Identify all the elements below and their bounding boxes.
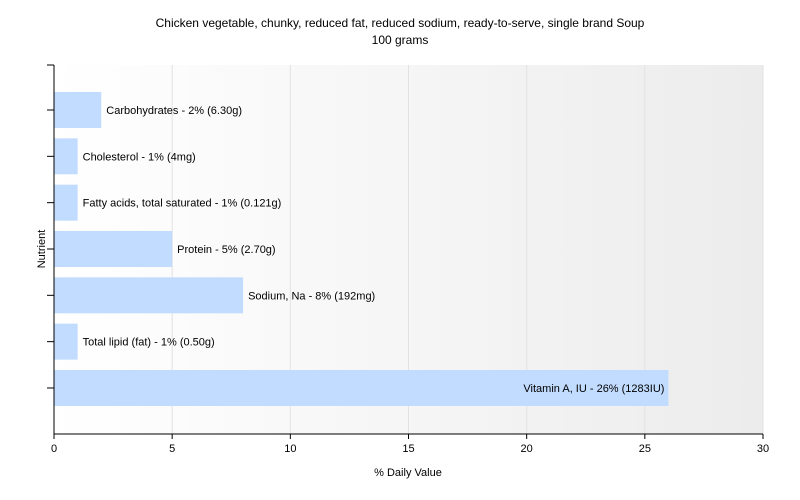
- bar: [54, 277, 244, 314]
- bar-label: Carbohydrates - 2% (6.30g): [106, 105, 242, 117]
- bar-label: Sodium, Na - 8% (192mg): [248, 290, 375, 302]
- x-tick-label: 30: [757, 443, 769, 455]
- x-tick-label: 5: [169, 443, 175, 455]
- bar-label: Cholesterol - 1% (4mg): [83, 151, 196, 163]
- bar: [54, 369, 669, 406]
- bar: [54, 230, 173, 267]
- bar-label: Protein - 5% (2.70g): [177, 244, 275, 256]
- bar-label: Total lipid (fat) - 1% (0.50g): [83, 337, 215, 349]
- bar-label: Vitamin A, IU - 26% (1283IU): [523, 383, 664, 395]
- x-tick-label: 15: [402, 443, 414, 455]
- x-tick-label: 0: [51, 443, 57, 455]
- x-axis-title: % Daily Value: [374, 467, 442, 479]
- x-tick-label: 20: [521, 443, 533, 455]
- bar: [54, 92, 102, 128]
- bar: [54, 184, 78, 221]
- chart-title: Chicken vegetable, chunky, reduced fat, …: [155, 16, 645, 30]
- bar-label: Fatty acids, total saturated - 1% (0.121…: [83, 198, 282, 210]
- x-tick-label: 10: [284, 443, 296, 455]
- bar: [54, 138, 78, 175]
- y-axis-title: Nutrient: [36, 230, 48, 269]
- bar: [54, 323, 78, 360]
- x-tick-label: 25: [639, 443, 651, 455]
- chart-subtitle: 100 grams: [371, 33, 429, 47]
